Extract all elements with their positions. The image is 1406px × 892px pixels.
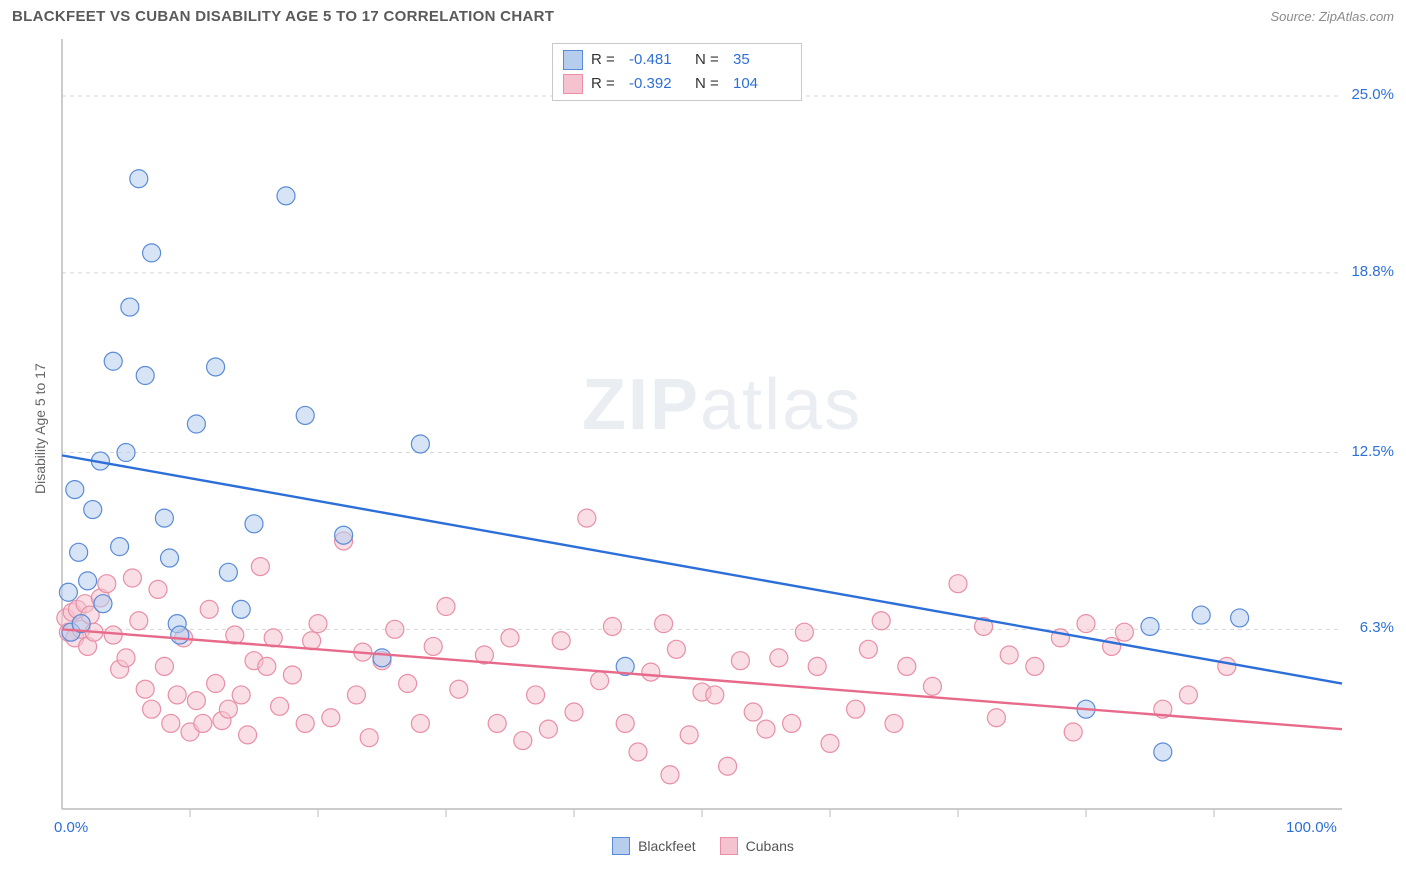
legend-bottom: Blackfeet Cubans: [0, 837, 1406, 855]
legend-swatch: [563, 50, 583, 70]
stats-r-label: R =: [591, 48, 621, 72]
y-tick-label: 18.8%: [1351, 263, 1394, 280]
chart-source: Source: ZipAtlas.com: [1270, 9, 1394, 24]
legend-swatch: [563, 74, 583, 94]
stats-row: R = -0.392 N = 104: [563, 72, 791, 96]
stats-r-value: -0.481: [629, 48, 687, 72]
stats-n-label: N =: [695, 72, 725, 96]
stats-n-label: N =: [695, 48, 725, 72]
legend-item: Cubans: [720, 837, 794, 855]
chart-container: ZIPatlas R =-0.481N =35R =-0.392N =104 D…: [12, 29, 1394, 829]
stats-n-value: 35: [733, 48, 791, 72]
y-tick-label: 12.5%: [1351, 443, 1394, 460]
chart-title: BLACKFEET VS CUBAN DISABILITY AGE 5 TO 1…: [12, 8, 554, 25]
legend-label: Cubans: [746, 838, 794, 854]
stats-r-label: R =: [591, 72, 621, 96]
legend-label: Blackfeet: [638, 838, 696, 854]
legend-swatch: [720, 837, 738, 855]
x-tick-label: 0.0%: [54, 819, 88, 836]
x-tick-label: 100.0%: [1286, 819, 1337, 836]
y-tick-label: 6.3%: [1360, 619, 1394, 636]
stats-legend-box: R = -0.481 N = 35 R = -0.392 N = 104: [552, 43, 802, 101]
stats-row: R = -0.481 N = 35: [563, 48, 791, 72]
legend-swatch: [612, 837, 630, 855]
y-tick-label: 25.0%: [1351, 86, 1394, 103]
scatter-chart: [12, 29, 1394, 829]
y-axis-label: Disability Age 5 to 17: [32, 363, 48, 494]
chart-header: BLACKFEET VS CUBAN DISABILITY AGE 5 TO 1…: [0, 0, 1406, 29]
stats-n-value: 104: [733, 72, 791, 96]
stats-r-value: -0.392: [629, 72, 687, 96]
legend-item: Blackfeet: [612, 837, 696, 855]
